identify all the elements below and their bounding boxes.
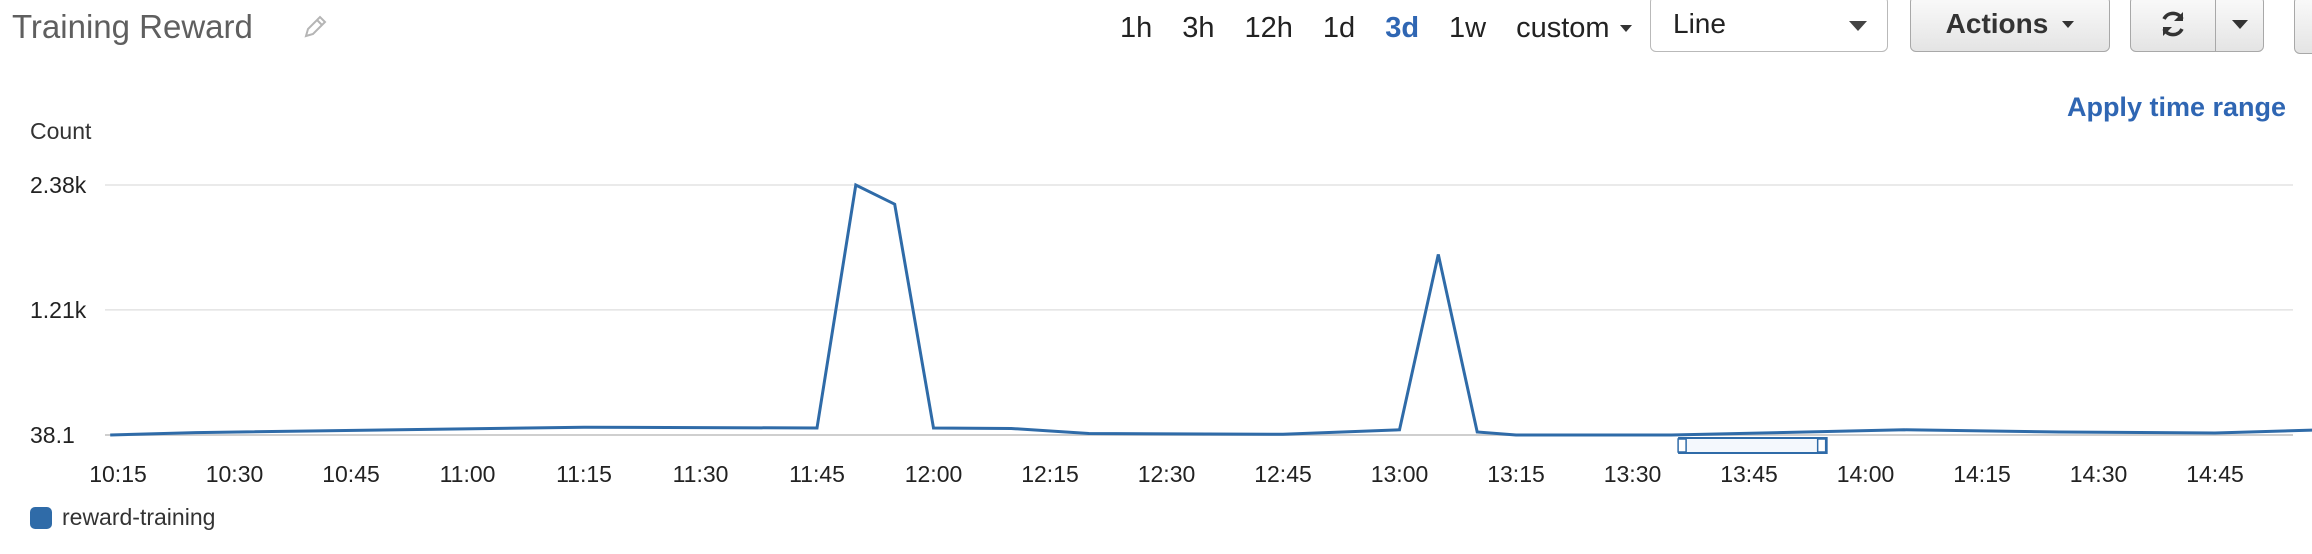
range-1h[interactable]: 1h — [1120, 11, 1153, 44]
overflow-button[interactable] — [2294, 0, 2312, 54]
range-3h[interactable]: 3h — [1182, 11, 1215, 44]
caret-down-icon — [2062, 20, 2075, 28]
x-tick-label: 11:00 — [440, 461, 496, 487]
x-tick-label: 11:15 — [556, 461, 612, 487]
x-tick-label: 10:15 — [89, 461, 147, 487]
refresh-options-button[interactable] — [2216, 0, 2263, 51]
x-tick-label: 12:30 — [1138, 461, 1196, 487]
pencil-icon[interactable] — [302, 14, 328, 40]
range-handle-left[interactable] — [1677, 438, 1687, 453]
x-tick-label: 14:15 — [1953, 461, 2011, 487]
legend: reward-training — [30, 504, 215, 531]
x-tick-label: 13:45 — [1720, 461, 1778, 487]
y-tick-label: 1.21k — [30, 297, 87, 323]
x-tick-label: 12:15 — [1021, 461, 1079, 487]
refresh-button-group — [2130, 0, 2264, 52]
legend-swatch — [30, 506, 52, 529]
actions-label: Actions — [1945, 8, 2049, 39]
x-tick-label: 13:30 — [1604, 461, 1662, 487]
x-tick-label: 14:00 — [1837, 461, 1895, 487]
dashboard-title: Training Reward — [12, 8, 253, 45]
caret-down-icon — [1619, 24, 1632, 32]
x-tick-label: 14:30 — [2070, 461, 2128, 487]
y-tick-label: 38.1 — [30, 422, 75, 448]
range-handle-right[interactable] — [1816, 438, 1827, 453]
custom-range-dropdown[interactable]: custom — [1516, 11, 1632, 45]
caret-down-icon — [1849, 21, 1867, 31]
range-selector[interactable] — [1678, 437, 1828, 454]
caret-down-icon — [2231, 19, 2248, 29]
x-tick-label: 11:30 — [673, 461, 729, 487]
time-range-selector: 1h 3h 12h 1d 3d 1w custom — [1120, 6, 1632, 50]
range-12h[interactable]: 12h — [1244, 11, 1293, 44]
range-1w[interactable]: 1w — [1449, 11, 1487, 44]
range-3d[interactable]: 3d — [1385, 11, 1420, 44]
x-tick-label: 10:30 — [206, 461, 264, 487]
refresh-button[interactable] — [2131, 0, 2217, 51]
graph-type-value: Line — [1673, 8, 1726, 39]
apply-time-range-link[interactable]: Apply time range — [2066, 92, 2286, 122]
range-1d[interactable]: 1d — [1322, 11, 1356, 44]
x-tick-label: 12:45 — [1254, 461, 1312, 487]
x-tick-label: 11:45 — [789, 461, 845, 487]
refresh-icon — [2162, 11, 2184, 37]
x-tick-label: 12:00 — [905, 461, 963, 487]
x-tick-label: 13:15 — [1487, 461, 1545, 487]
legend-label-reward-training[interactable]: reward-training — [62, 504, 216, 530]
y-tick-label: 2.38k — [30, 172, 87, 198]
x-tick-label: 10:45 — [322, 461, 380, 487]
actions-button[interactable]: Actions — [1910, 0, 2110, 52]
graph-type-select[interactable]: Line — [1650, 0, 1888, 52]
x-tick-label: 13:00 — [1371, 461, 1429, 487]
x-tick-label: 14:45 — [2186, 461, 2244, 487]
custom-range-label: custom — [1516, 11, 1610, 44]
series-line-reward-training — [110, 182, 2312, 437]
y-axis-label: Count — [30, 118, 92, 144]
